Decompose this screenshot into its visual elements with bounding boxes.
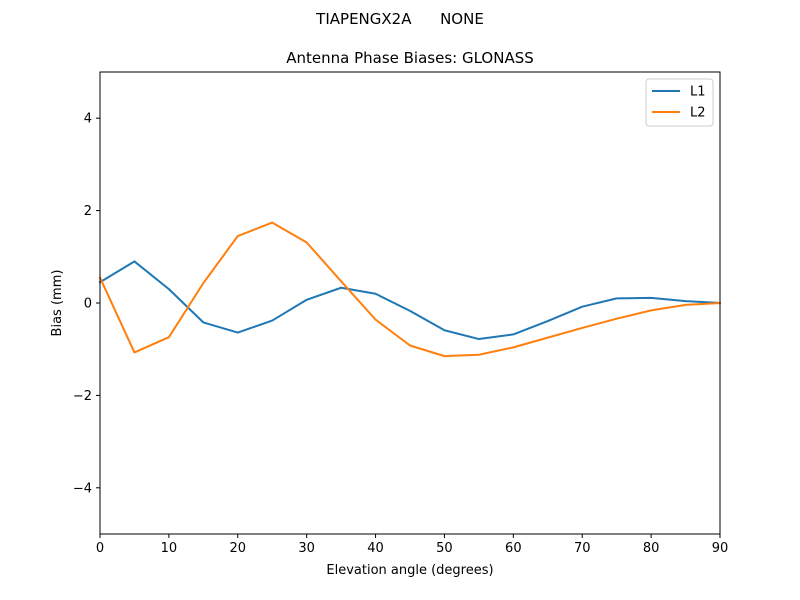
y-tick-label: 4 xyxy=(84,112,92,127)
y-axis-label: Bias (mm) xyxy=(50,270,65,337)
series-line-l2 xyxy=(98,221,722,358)
x-tick-label: 20 xyxy=(230,541,247,556)
series-lines xyxy=(98,221,722,358)
x-axis-label: Elevation angle (degrees) xyxy=(326,563,493,578)
x-tick-label: 70 xyxy=(574,541,591,556)
y-tick-label: −2 xyxy=(73,389,92,404)
y-tick-label: −4 xyxy=(73,481,92,496)
x-tick-label: 80 xyxy=(643,541,660,556)
x-tick-label: 60 xyxy=(505,541,522,556)
x-tick-label: 50 xyxy=(436,541,453,556)
axis-ticks: 0 10 20 30 40 50 60 70 80 90 −4 −2 0 2 4 xyxy=(73,112,728,556)
plot-area: 0 10 20 30 40 50 60 70 80 90 −4 −2 0 2 4 xyxy=(73,71,728,556)
x-tick-label: 90 xyxy=(712,541,729,556)
x-tick-label: 10 xyxy=(161,541,178,556)
series-line-l1 xyxy=(98,260,722,341)
x-tick-label: 40 xyxy=(367,541,384,556)
y-tick-label: 0 xyxy=(84,297,92,312)
y-tick-label: 2 xyxy=(84,204,92,219)
legend-label-l1: L1 xyxy=(690,85,706,100)
x-tick-label: 30 xyxy=(298,541,315,556)
axes-frame xyxy=(99,71,721,535)
figure-suptitle: TIAPENGX2A NONE xyxy=(315,10,484,28)
chart-title: Antenna Phase Biases: GLONASS xyxy=(286,49,534,67)
legend-label-l2: L2 xyxy=(690,106,706,121)
x-tick-label: 0 xyxy=(96,541,104,556)
